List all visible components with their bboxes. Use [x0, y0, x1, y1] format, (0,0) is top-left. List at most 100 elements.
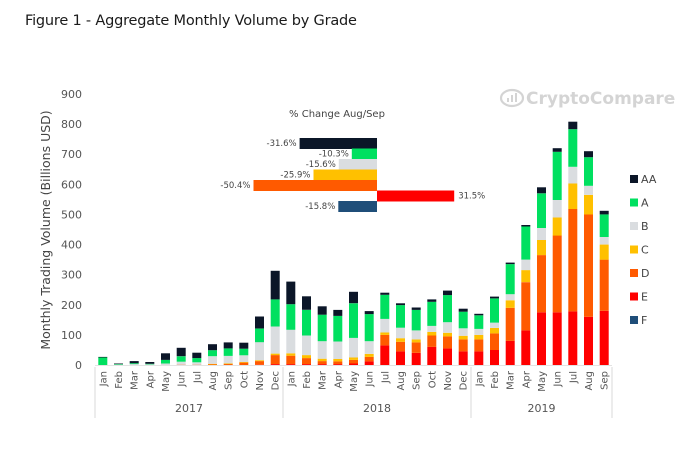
y-tick-label: 400 — [61, 239, 82, 252]
bar-segment-c — [443, 332, 452, 337]
bar-segment-b — [161, 363, 170, 365]
bar-segment-aa — [537, 187, 546, 194]
bar-segment-a — [176, 356, 186, 362]
bar-segment-a — [302, 309, 311, 336]
bar-segment-e — [521, 330, 531, 365]
bar-segment-a — [427, 301, 437, 326]
bar-segment-aa — [411, 307, 421, 310]
bar-segment-e — [474, 351, 484, 365]
bar-segment-b — [239, 355, 249, 362]
bar-segment-c — [521, 270, 531, 283]
x-tick-label: Mar — [318, 370, 329, 390]
bar-segment-a — [114, 364, 123, 365]
bar-segment-aa — [114, 363, 123, 365]
bar-segment-c — [223, 363, 233, 365]
bar-segment-e — [568, 311, 578, 365]
bar-segment-a — [552, 151, 562, 200]
bar-segment-a — [192, 358, 202, 363]
bar-segment-e — [537, 312, 546, 365]
bar-segment-a — [98, 357, 108, 365]
bar-segment-e — [505, 340, 515, 365]
watermark: CryptoCompare — [499, 88, 675, 109]
bar-segment-aa — [584, 151, 593, 158]
bar-segment-c — [490, 328, 499, 334]
x-tick-label: Aug — [584, 371, 595, 391]
bar-segment-c — [552, 217, 562, 236]
bar-segment-b — [443, 322, 452, 333]
bar-segment-aa — [270, 270, 280, 300]
bar-segment-b — [302, 335, 311, 356]
bar-segment-b — [584, 185, 593, 195]
bar-segment-d — [380, 334, 390, 346]
y-tick-label: 600 — [61, 178, 82, 191]
watermark-logo-icon — [499, 88, 525, 108]
bar-segment-d — [474, 339, 484, 352]
x-tick-label: Apr — [145, 370, 156, 388]
x-tick-label: Oct — [427, 371, 438, 388]
bar-segment-b — [490, 322, 499, 328]
year-label: 2018 — [363, 402, 391, 415]
bar-segment-a — [270, 299, 280, 327]
bar-segment-e — [552, 312, 562, 365]
bar-segment-e — [396, 351, 405, 365]
inset-bar-label: -50.4% — [220, 181, 250, 191]
bar-segment-b — [286, 329, 296, 354]
x-tick-label: Jan — [98, 371, 109, 387]
inset-bar-label: -25.9% — [280, 171, 310, 181]
watermark-text: CryptoCompare — [526, 89, 675, 109]
legend-swatch-c — [630, 245, 638, 254]
legend-label: AA — [641, 173, 657, 186]
x-tick-label: Aug — [396, 371, 407, 391]
bar-segment-d — [552, 235, 562, 313]
bar-segment-e — [380, 345, 390, 365]
bar-segment-a — [208, 350, 217, 357]
bar-segment-b — [176, 361, 186, 365]
x-axis: Jan Feb Mar Apr May Jun Jul Aug Sep Oct Nov Dec Jan F… — [94, 365, 613, 418]
bar-segment-c — [584, 194, 593, 215]
bar-segment-c — [286, 353, 296, 356]
x-tick-label: Jul — [380, 371, 391, 384]
bar-segment-b — [223, 356, 233, 364]
x-tick-label: May — [537, 371, 548, 392]
bar-segment-b — [411, 330, 421, 340]
bar-segment-d — [317, 361, 327, 365]
bar-segment-e — [302, 364, 311, 365]
bar-segment-a — [584, 157, 593, 186]
bar-segment-d — [255, 361, 264, 365]
bar-segment-a — [380, 294, 390, 319]
bar-segment-a — [223, 348, 233, 356]
bar-segment-e — [584, 316, 593, 365]
bar-segment-a — [599, 214, 609, 237]
bar-segment-d — [223, 363, 233, 365]
bar-segment-e — [411, 353, 421, 365]
bar-segment-c — [380, 332, 390, 335]
inset-title: % Change Aug/Sep — [289, 109, 385, 120]
x-tick-label: Feb — [302, 371, 313, 389]
inset-bar-d — [253, 180, 377, 191]
bar-segment-b — [458, 328, 468, 336]
bar-segment-b — [364, 341, 374, 354]
x-tick-label: Nov — [255, 371, 266, 391]
inset-bar-label: 31.5% — [458, 192, 485, 202]
bar-segment-c — [208, 363, 217, 365]
x-tick-label: May — [349, 371, 360, 392]
bar-segment-aa — [145, 362, 155, 364]
bar-segment-e — [599, 310, 609, 365]
bar-segment-d — [490, 333, 499, 350]
bar-segment-aa — [239, 342, 249, 349]
bar-segment-e — [458, 351, 468, 365]
x-tick-label: Jun — [553, 371, 564, 388]
bar-segment-b — [129, 364, 139, 365]
x-tick-label: Jul — [192, 371, 203, 384]
bar-segment-b — [505, 294, 515, 301]
y-tick-label: 300 — [61, 269, 82, 282]
bar-segment-aa — [521, 225, 531, 227]
bar-segment-aa — [286, 281, 296, 305]
year-label: 2019 — [528, 402, 556, 415]
bar-segment-a — [505, 264, 515, 295]
bar-segment-a — [490, 298, 499, 323]
bar-segment-a — [145, 363, 155, 365]
bar-segment-aa — [176, 347, 186, 357]
bar-segment-c — [568, 183, 578, 209]
